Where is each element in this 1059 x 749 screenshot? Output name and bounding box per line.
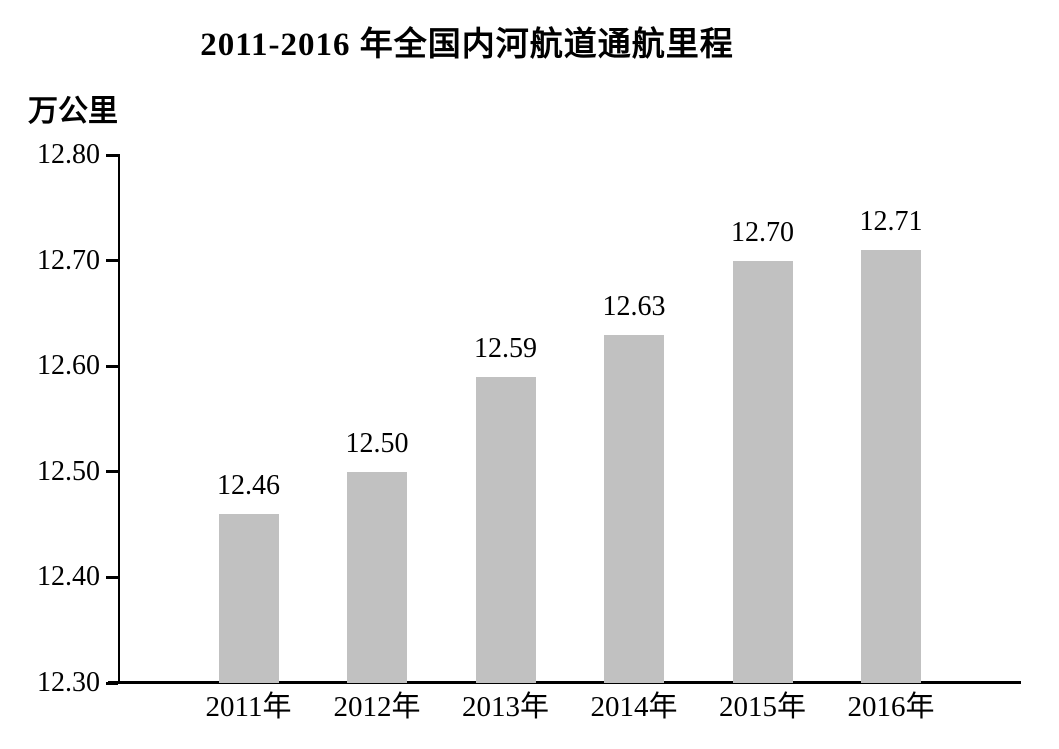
bar-2015年 xyxy=(732,260,793,683)
bar-value-label: 12.70 xyxy=(731,216,794,248)
y-axis-unit-label: 万公里 xyxy=(28,95,118,128)
y-tick-mark xyxy=(106,470,118,474)
x-category-label: 2015年 xyxy=(718,691,807,723)
x-category-label: 2014年 xyxy=(590,691,678,723)
x-category-label: 2012年 xyxy=(333,691,421,723)
y-tick-label: 12.60 xyxy=(37,350,100,382)
x-category-label: 2011年 xyxy=(205,691,292,723)
y-axis-line xyxy=(118,154,120,684)
bar-value-label: 12.46 xyxy=(217,470,280,502)
bar-2012年 xyxy=(347,471,407,683)
bar-value-label: 12.50 xyxy=(345,427,409,459)
y-tick-label: 12.50 xyxy=(37,455,100,487)
bar-2016年 xyxy=(861,250,921,683)
x-axis-line xyxy=(108,681,1021,684)
x-category-label: 2013年 xyxy=(461,691,550,723)
y-tick-label: 12.40 xyxy=(37,561,100,593)
bar-value-label: 12.59 xyxy=(474,332,537,364)
y-tick-mark xyxy=(106,681,118,685)
bar-value-label: 12.71 xyxy=(859,206,923,238)
y-tick-label: 12.70 xyxy=(37,244,100,276)
y-tick-mark xyxy=(106,575,118,579)
bar-2013年 xyxy=(475,376,536,683)
x-category-label: 2016年 xyxy=(847,691,935,723)
y-tick-label: 12.80 xyxy=(37,139,100,170)
bar-2011年 xyxy=(218,514,279,683)
bar-2014年 xyxy=(604,334,664,683)
y-tick-label: 12.30 xyxy=(37,667,100,698)
y-tick-mark xyxy=(106,259,118,263)
bar-value-label: 12.63 xyxy=(602,290,666,322)
y-tick-mark xyxy=(106,364,118,368)
chart-title: 2011-2016 年全国内河航道通航里程 xyxy=(200,27,734,63)
y-tick-mark xyxy=(106,153,118,157)
